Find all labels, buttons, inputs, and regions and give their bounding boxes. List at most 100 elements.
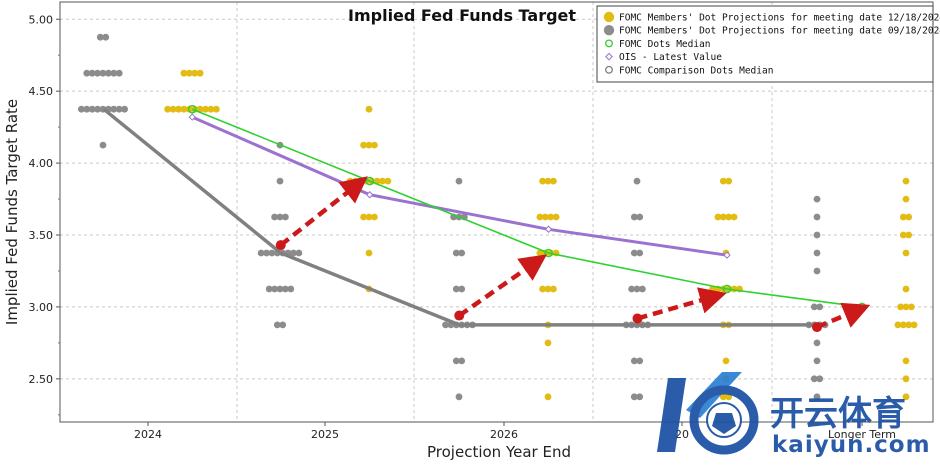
dec-dot xyxy=(371,141,378,149)
x-tick-label: 2024 xyxy=(134,428,162,441)
dec-dot xyxy=(360,141,367,149)
legend-label: OIS - Latest Value xyxy=(619,52,722,63)
dec-dot xyxy=(180,105,188,113)
ois-line xyxy=(191,115,728,257)
sep-dot xyxy=(636,249,644,257)
sep-dot xyxy=(452,249,460,257)
sep-dot xyxy=(268,249,276,257)
ois-point xyxy=(188,113,196,121)
x-tick-label: 20 xyxy=(675,428,689,441)
dec-dot xyxy=(730,213,738,221)
sep-dot xyxy=(452,285,460,293)
dec-dot xyxy=(719,177,727,185)
legend-symbol-ring xyxy=(605,65,613,74)
dec-dot xyxy=(550,177,557,185)
sep-dot xyxy=(96,33,104,41)
axes: 2.50 3.00 3.50 4.00 4.50 5.00 2024 2025 2026 20 Lo… xyxy=(29,13,897,441)
dec-dot xyxy=(180,69,188,77)
sep-dot xyxy=(88,69,96,77)
sep-dot xyxy=(105,69,112,77)
shift-arrow xyxy=(279,176,368,247)
shift-arrow xyxy=(457,254,547,318)
dec-dot xyxy=(725,213,733,221)
dec-dot xyxy=(719,213,727,221)
y-tick-label: 2.50 xyxy=(29,373,54,386)
sep-dot xyxy=(110,69,118,77)
sep-dot xyxy=(455,393,463,401)
dec-dot xyxy=(371,213,378,221)
dec-dot xyxy=(539,285,546,293)
legend: FOMC Members' Dot Projections for meetin… xyxy=(596,5,940,83)
sep-dot xyxy=(257,249,265,257)
dec-dot xyxy=(894,321,902,329)
sep-dot xyxy=(813,195,821,203)
watermark: 开云体育 kaiyun.com xyxy=(657,372,930,458)
sep-dot xyxy=(282,213,289,221)
sep-dot xyxy=(276,177,284,185)
sep-dot xyxy=(83,105,91,113)
dec-dot xyxy=(897,303,904,311)
dec-dot xyxy=(544,285,552,293)
sep-dot xyxy=(458,249,466,257)
sep-dot xyxy=(810,303,818,311)
legend-label: FOMC Members' Dot Projections for meetin… xyxy=(619,26,940,37)
shift-arrow xyxy=(816,302,871,330)
y-axis-title: Implied Fed Funds Target Rate xyxy=(3,99,21,325)
y-tick-label: 4.00 xyxy=(29,157,54,170)
sep-dot xyxy=(813,357,821,365)
dec-dot xyxy=(202,105,209,113)
x-tick-label: 2026 xyxy=(490,428,518,441)
dec-dot xyxy=(910,321,918,329)
dec-dot xyxy=(550,285,557,293)
dec-dot xyxy=(175,105,182,113)
y-tick-label: 3.00 xyxy=(29,301,54,314)
dec-dot xyxy=(544,177,552,185)
sep-dot xyxy=(813,249,821,257)
fomc-median-point xyxy=(187,104,197,114)
x-tick-label: 2025 xyxy=(311,428,339,441)
ois-point xyxy=(544,225,553,233)
sep-dot xyxy=(99,69,107,77)
sep-dot xyxy=(110,105,118,113)
legend-label: FOMC Members' Dot Projections for meetin… xyxy=(619,13,940,24)
dec-dot xyxy=(902,285,910,293)
sep-dot xyxy=(816,303,824,311)
sep-dot xyxy=(94,69,101,77)
legend-symbol-diamond xyxy=(605,52,613,61)
dec-dot xyxy=(196,69,204,77)
dec-dot xyxy=(541,213,549,221)
chart-title: Implied Fed Funds Target xyxy=(348,6,576,25)
legend-symbol-ring xyxy=(605,39,613,48)
dec-dot xyxy=(384,177,392,185)
sep-dot xyxy=(452,357,460,365)
sep-dot xyxy=(458,285,466,293)
sep-dot xyxy=(94,105,101,113)
dec-dot xyxy=(905,213,913,221)
sep-dot xyxy=(295,249,303,257)
sep-dot xyxy=(115,105,123,113)
sep-dot xyxy=(115,69,123,77)
sep-dot xyxy=(816,375,824,383)
y-tick-label: 5.00 xyxy=(29,13,54,26)
dec-dot xyxy=(899,321,907,329)
sep-dot xyxy=(810,375,818,383)
shift-arrows xyxy=(275,176,871,333)
sep-dot xyxy=(102,33,110,41)
sep-dot xyxy=(279,321,287,329)
grid xyxy=(60,2,933,422)
dec-dot xyxy=(902,303,910,311)
sep-dot xyxy=(276,213,284,221)
sep-dot xyxy=(442,321,449,329)
dec-dot xyxy=(365,105,373,113)
dec-dot xyxy=(212,105,220,113)
dec-dot xyxy=(902,357,910,365)
sep-dot xyxy=(276,285,284,293)
sep-dot xyxy=(263,249,270,257)
dec-dot xyxy=(899,231,907,239)
dec-dot xyxy=(905,321,913,329)
dec-dot xyxy=(719,393,727,401)
dec-dot xyxy=(185,69,193,77)
sep-dot xyxy=(287,285,295,293)
dec-dot xyxy=(722,357,730,365)
